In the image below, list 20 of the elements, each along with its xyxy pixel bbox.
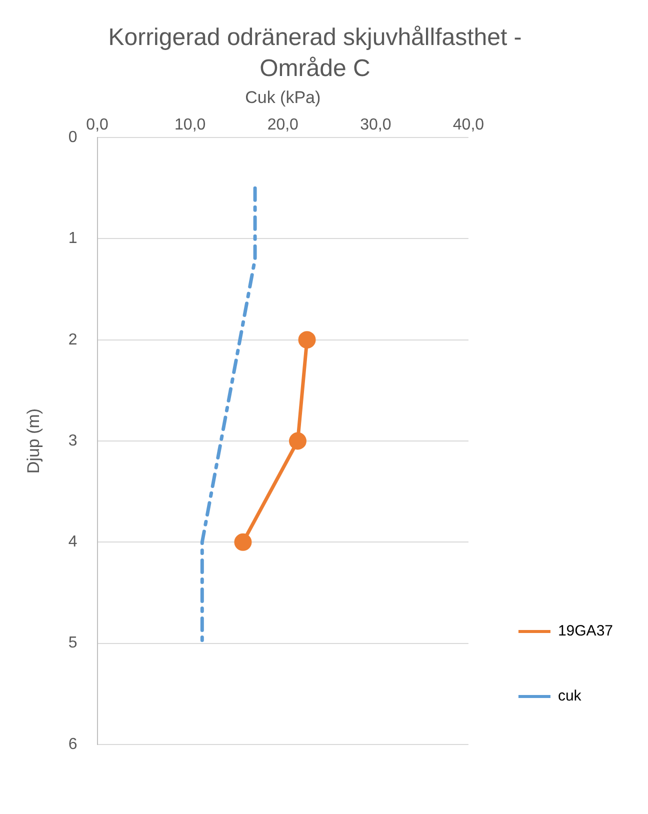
x-tick-label: 10,0 xyxy=(174,116,206,134)
point xyxy=(298,331,316,349)
y-tick-label: 2 xyxy=(68,332,78,349)
y-tick-label: 6 xyxy=(68,736,78,754)
point xyxy=(288,432,306,450)
x-tick-label: 30,0 xyxy=(360,116,392,134)
y-tick-label: 4 xyxy=(68,534,78,551)
y-tick-label: 5 xyxy=(68,635,78,652)
chart-title: Korrigerad odränerad skjuvhållfasthet - Område C xyxy=(107,23,523,84)
x-tick-label: 20,0 xyxy=(267,116,299,134)
legend-label: 19GA37 xyxy=(558,623,614,640)
y-tick-label: 0 xyxy=(68,129,78,146)
x-tick-label: 0,0 xyxy=(86,116,109,134)
y-tick-label: 1 xyxy=(68,230,78,248)
y-tick-label: 3 xyxy=(68,432,78,450)
y-axis-title: Djup (m) xyxy=(24,408,43,474)
legend-label: cuk xyxy=(558,688,582,706)
x-tick-label: 40,0 xyxy=(452,116,484,134)
x-axis-title: Cuk (kPa) xyxy=(245,88,321,108)
point xyxy=(234,534,252,552)
